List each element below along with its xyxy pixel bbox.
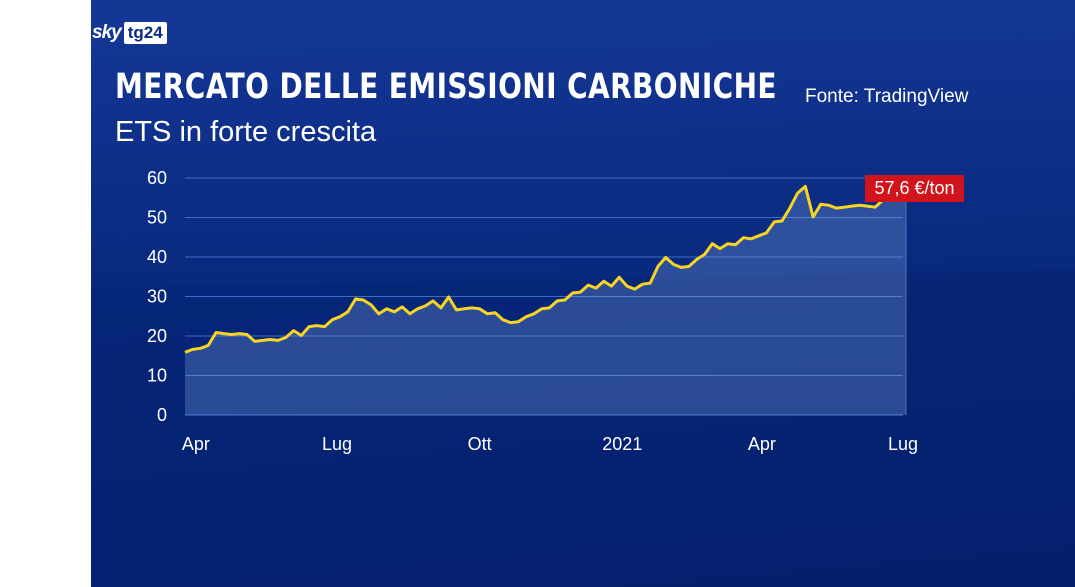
x-axis-labels: Apr Lug Ott 2021 Apr Lug: [182, 434, 918, 454]
price-area: [185, 186, 907, 415]
price-line: [184, 184, 907, 354]
last-value-badge: 57,6 €/ton: [865, 175, 964, 202]
y-tick-label: 40: [147, 247, 167, 267]
y-tick-label: 20: [147, 326, 167, 346]
source-credit: Fonte: TradingView: [805, 86, 969, 107]
y-tick-label: 10: [147, 366, 167, 386]
y-tick-label: 0: [157, 405, 167, 425]
chart-subtitle: ETS in forte crescita: [115, 116, 377, 148]
x-tick-label: Apr: [182, 434, 210, 454]
y-tick-label: 60: [147, 168, 167, 188]
x-tick-label: Apr: [748, 434, 776, 454]
x-tick-label: 2021: [602, 434, 642, 454]
x-tick-label: Lug: [322, 434, 352, 454]
y-tick-label: 30: [147, 287, 167, 307]
x-tick-label: Lug: [888, 434, 918, 454]
background-glow: [91, 0, 1075, 288]
x-tick-label: Ott: [468, 434, 492, 454]
y-axis-labels: 0 10 20 30 40 50 60: [147, 168, 167, 425]
chart-panel: [91, 0, 1075, 587]
y-tick-label: 50: [147, 208, 167, 228]
logo-tg24-text: tg24: [123, 22, 167, 44]
logo-sky-text: sky: [92, 22, 122, 43]
chart-title: MERCATO DELLE EMISSIONI CARBONICHE: [115, 67, 777, 107]
sky-tg24-logo: sky tg24: [92, 21, 167, 45]
